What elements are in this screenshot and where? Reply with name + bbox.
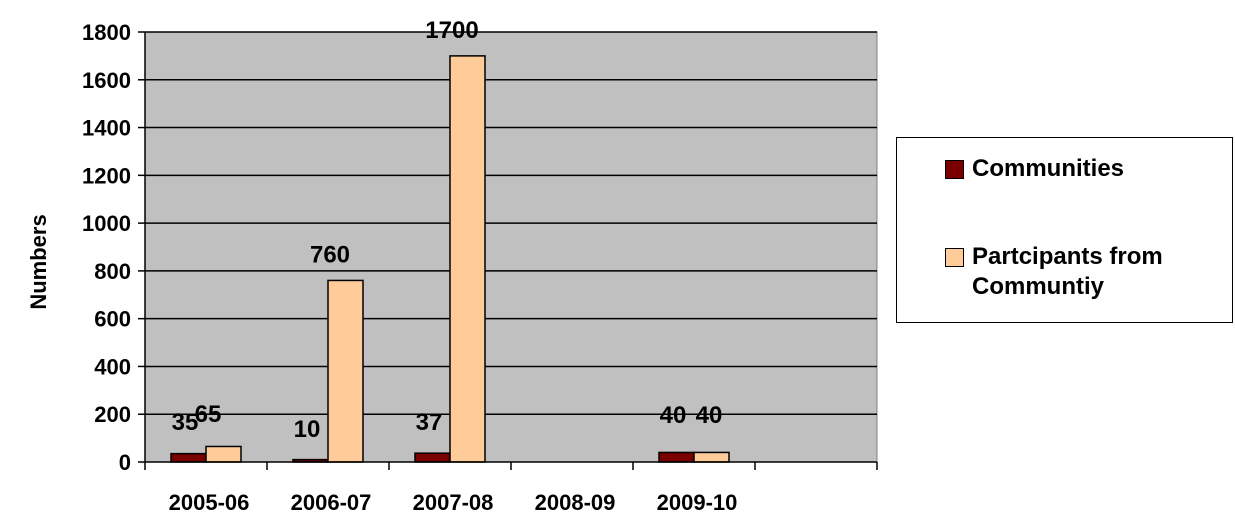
- data-label-participants: 40: [696, 402, 723, 429]
- bar-communities: [658, 451, 695, 463]
- legend-label-participants: Partcipants from Communtiy: [972, 243, 1163, 300]
- y-tick-label: 0: [119, 450, 131, 475]
- bar-participants: [205, 445, 242, 463]
- data-label-participants: 65: [195, 401, 222, 428]
- legend-item-participants: Partcipants from Communtiy: [945, 242, 1185, 302]
- legend-item-communities: Communities: [945, 154, 1124, 184]
- y-tick-label: 800: [94, 259, 131, 284]
- x-tick-labels: 2005-06 2006-07 2007-08 2008-09 2009-10: [169, 490, 738, 515]
- bar-participants: [327, 279, 364, 463]
- y-tick-label: 200: [94, 402, 131, 427]
- bar-participants: [449, 55, 486, 463]
- legend-label-communities: Communities: [972, 155, 1125, 182]
- x-tick-label: 2008-09: [535, 490, 616, 515]
- data-label-participants: 760: [310, 241, 350, 268]
- bars: [170, 55, 730, 463]
- data-label-participants: 1700: [425, 17, 478, 44]
- legend: Communities Partcipants from Communtiy: [896, 137, 1233, 323]
- axes: [144, 32, 878, 470]
- data-label-communities: 35: [172, 409, 199, 436]
- y-tick-label: 600: [94, 307, 131, 332]
- y-tick-label: 1600: [82, 68, 131, 93]
- data-label-communities: 40: [660, 402, 687, 429]
- legend-swatch-communities: [945, 160, 964, 179]
- data-label-communities: 10: [294, 416, 321, 443]
- gridlines: [138, 31, 877, 463]
- x-tick-label: 2006-07: [291, 490, 372, 515]
- data-label-communities: 37: [416, 409, 443, 436]
- legend-swatch-participants: [945, 248, 964, 267]
- y-axis-title: Numbers: [26, 214, 51, 309]
- bar-communities: [170, 452, 207, 463]
- y-tick-label: 400: [94, 354, 131, 379]
- y-tick-labels: 0 200 400 600 800 1000 1200 1400 1600 1800: [82, 20, 131, 475]
- bar-communities: [414, 452, 451, 463]
- bar-participants: [693, 451, 730, 463]
- y-tick-label: 1200: [82, 163, 131, 188]
- y-tick-label: 1400: [82, 116, 131, 141]
- y-tick-label: 1000: [82, 211, 131, 236]
- x-tick-label: 2009-10: [657, 490, 738, 515]
- x-tick-label: 2005-06: [169, 490, 250, 515]
- x-tick-label: 2007-08: [413, 490, 494, 515]
- y-tick-label: 1800: [82, 20, 131, 45]
- plot-area: [144, 31, 878, 463]
